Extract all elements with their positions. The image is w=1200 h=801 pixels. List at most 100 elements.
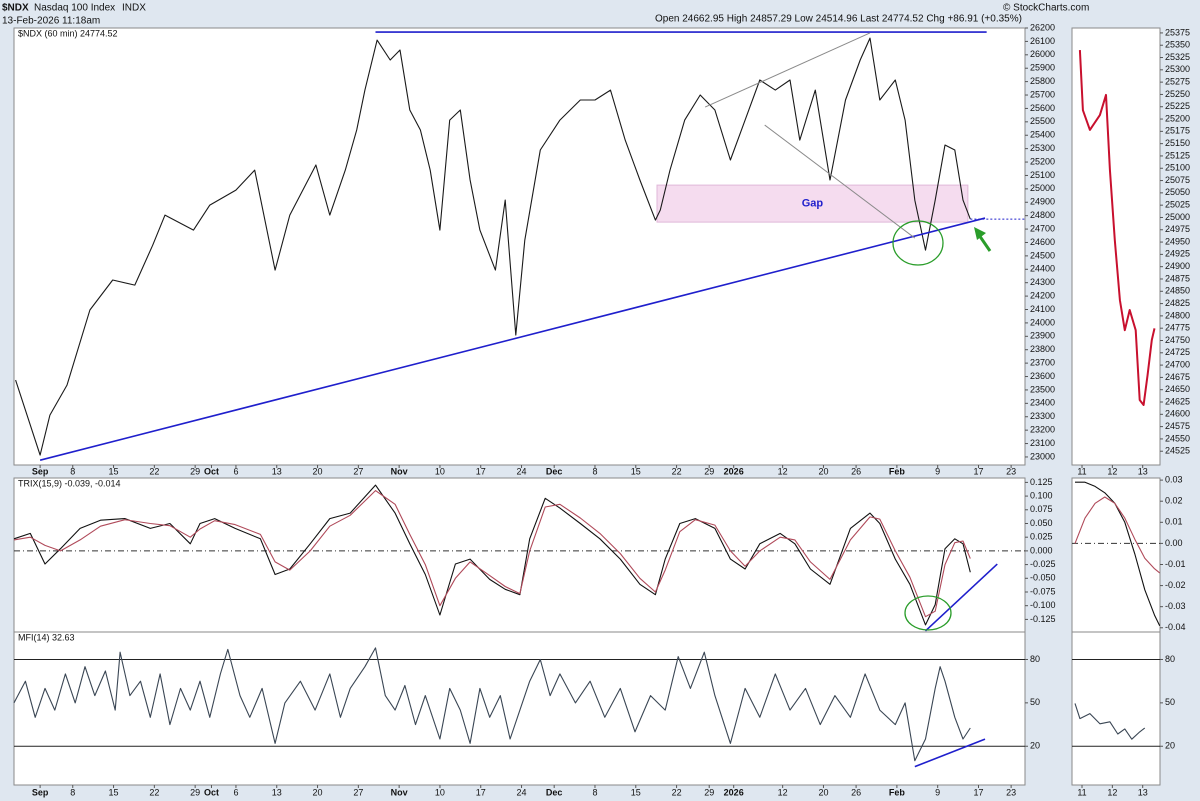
panel	[13, 27, 1026, 466]
x-tick-label: 8	[70, 466, 75, 476]
panel	[1071, 631, 1161, 786]
y-tick-label: -0.025	[1030, 559, 1056, 569]
x-tick-label: 17	[973, 466, 983, 476]
y-tick-label: 25250	[1165, 89, 1190, 99]
y-tick-label: 25275	[1165, 77, 1190, 87]
y-tick-label: 24725	[1165, 347, 1190, 357]
y-tick-label: 25125	[1165, 150, 1190, 160]
y-tick-label: 0.000	[1030, 545, 1053, 555]
y-tick-label: 24550	[1165, 433, 1190, 443]
y-tick-label: 25350	[1165, 40, 1190, 50]
x-tick-label: Sep	[32, 466, 49, 476]
y-tick-label: 25150	[1165, 138, 1190, 148]
x-tick-label: 22	[672, 787, 682, 797]
x-tick-label: 12	[1107, 787, 1117, 797]
y-tick-label: 24600	[1165, 409, 1190, 419]
y-tick-label: 23900	[1030, 331, 1055, 341]
y-tick-label: 23200	[1030, 425, 1055, 435]
date: 13-Feb-2026 11:18am	[2, 16, 100, 27]
x-tick-label: Nov	[391, 466, 408, 476]
y-tick-label: 25400	[1030, 130, 1055, 140]
y-tick-label: 24800	[1030, 210, 1055, 220]
series-line	[13, 647, 971, 762]
y-tick-label: 25225	[1165, 101, 1190, 111]
y-tick-label: 24600	[1030, 237, 1055, 247]
y-tick-label: 23800	[1030, 344, 1055, 354]
y-tick-label: 24750	[1165, 335, 1190, 345]
x-tick-label: 2026	[724, 787, 744, 797]
x-tick-label: 29	[704, 787, 714, 797]
x-tick-label: 13	[272, 466, 282, 476]
quote: Open 24662.95 High 24857.29 Low 24514.96…	[655, 14, 1022, 25]
y-tick-label: 25700	[1030, 89, 1055, 99]
y-tick-label: 25100	[1165, 163, 1190, 173]
x-tick-label: 15	[109, 466, 119, 476]
x-tick-label: 12	[1107, 466, 1117, 476]
y-tick-label: 25325	[1165, 52, 1190, 62]
x-tick-label: 15	[631, 787, 641, 797]
y-tick-label: 25025	[1165, 200, 1190, 210]
x-tick-label: 26	[851, 466, 861, 476]
x-tick-label: 6	[233, 466, 238, 476]
x-tick-label: 20	[818, 466, 828, 476]
x-tick-label: 20	[313, 466, 323, 476]
x-tick-label: 6	[233, 787, 238, 797]
y-tick-label: 20	[1165, 741, 1175, 751]
x-tick-label: 29	[190, 787, 200, 797]
x-tick-label: 27	[353, 466, 363, 476]
x-tick-label: 23	[1006, 787, 1016, 797]
y-tick-label: 24575	[1165, 421, 1190, 431]
y-tick-label: 23100	[1030, 438, 1055, 448]
copyright: © StockCharts.com	[1003, 3, 1089, 14]
y-tick-label: 23700	[1030, 357, 1055, 367]
panel	[13, 477, 1026, 633]
y-tick-label: 24825	[1165, 298, 1190, 308]
y-tick-label: 0.100	[1030, 490, 1053, 500]
y-tick-label: 25200	[1030, 156, 1055, 166]
trend-line	[914, 738, 986, 768]
y-tick-label: 23600	[1030, 371, 1055, 381]
y-tick-label: 23300	[1030, 411, 1055, 421]
y-tick-label: 25300	[1030, 143, 1055, 153]
series-line	[1078, 50, 1156, 406]
x-tick-label: 23	[1006, 466, 1016, 476]
y-tick-label: 24300	[1030, 277, 1055, 287]
y-tick-label: 0.03	[1165, 474, 1183, 484]
x-tick-label: Dec	[546, 787, 563, 797]
x-tick-label: 12	[778, 787, 788, 797]
panel-title: TRIX(15,9) -0.039, -0.014	[18, 478, 121, 488]
y-tick-label: -0.100	[1030, 600, 1056, 610]
x-tick-label: 8	[70, 787, 75, 797]
trend-line	[39, 217, 986, 461]
x-tick-label: Oct	[204, 787, 219, 797]
y-tick-label: 24525	[1165, 446, 1190, 456]
y-tick-label: 24875	[1165, 273, 1190, 283]
y-tick-label: 24000	[1030, 317, 1055, 327]
series-line	[1075, 481, 1161, 626]
symbol: $NDX	[2, 3, 29, 14]
x-tick-label: 10	[435, 787, 445, 797]
x-tick-label: 13	[1138, 787, 1148, 797]
trend-line	[764, 124, 916, 239]
y-tick-label: 25300	[1165, 64, 1190, 74]
y-tick-label: 25000	[1165, 212, 1190, 222]
x-tick-label: Dec	[546, 466, 563, 476]
y-tick-label: 25075	[1165, 175, 1190, 185]
highlight-circle	[904, 595, 952, 631]
series-line	[13, 484, 971, 626]
y-tick-label: 26000	[1030, 49, 1055, 59]
y-tick-label: 0.050	[1030, 518, 1053, 528]
trend-line	[704, 32, 871, 108]
y-tick-label: 24850	[1165, 286, 1190, 296]
y-tick-label: 24100	[1030, 304, 1055, 314]
arrow-shaft	[977, 234, 992, 252]
panel	[13, 631, 1026, 786]
x-tick-label: 9	[935, 787, 940, 797]
panel	[1071, 477, 1161, 633]
x-tick-label: Feb	[889, 787, 906, 797]
index-name: Nasdaq 100 Index	[34, 3, 115, 14]
y-tick-label: 24975	[1165, 224, 1190, 234]
x-tick-label: 13	[272, 787, 282, 797]
y-tick-label: 23000	[1030, 451, 1055, 461]
